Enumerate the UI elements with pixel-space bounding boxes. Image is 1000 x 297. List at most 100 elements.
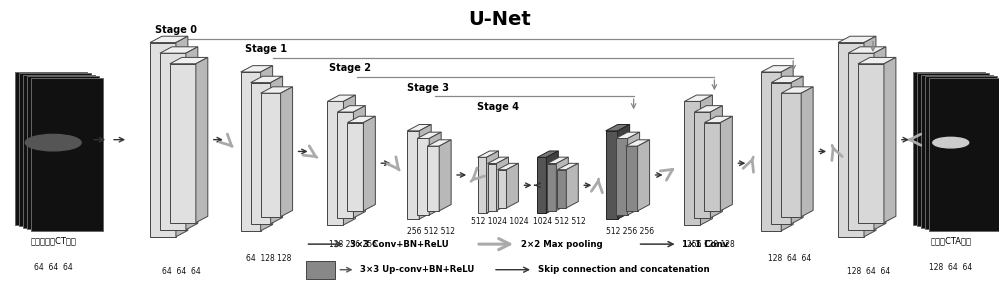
Bar [15, 72, 87, 225]
Polygon shape [781, 66, 793, 231]
Polygon shape [417, 132, 441, 138]
Polygon shape [170, 57, 208, 64]
Polygon shape [419, 124, 431, 219]
Bar [251, 83, 271, 224]
Text: Stage 2: Stage 2 [329, 64, 371, 73]
Polygon shape [848, 47, 886, 53]
Text: 1024 512 512: 1024 512 512 [533, 217, 586, 226]
Polygon shape [488, 157, 508, 164]
Bar [347, 123, 363, 211]
Polygon shape [196, 57, 208, 223]
Text: 64  64  64: 64 64 64 [162, 267, 200, 276]
Bar [838, 42, 864, 237]
Bar [27, 76, 99, 229]
Polygon shape [429, 132, 441, 215]
Polygon shape [710, 106, 722, 218]
Bar [781, 93, 801, 217]
Polygon shape [801, 87, 813, 217]
Polygon shape [281, 87, 293, 217]
Circle shape [933, 137, 969, 148]
Bar [626, 146, 638, 211]
Bar [241, 72, 261, 231]
Bar [170, 64, 196, 223]
Text: 64  128 128: 64 128 128 [246, 254, 291, 263]
Text: 64  64  64: 64 64 64 [34, 263, 73, 272]
Text: 256 128 128: 256 128 128 [687, 240, 734, 249]
Polygon shape [618, 124, 630, 219]
Text: 3×3 Up-conv+BN+ReLU: 3×3 Up-conv+BN+ReLU [360, 265, 475, 274]
Bar [407, 131, 419, 219]
Polygon shape [694, 106, 722, 112]
Bar [19, 73, 91, 227]
Polygon shape [261, 66, 273, 231]
Text: Stage 1: Stage 1 [245, 44, 287, 54]
Polygon shape [343, 95, 355, 225]
Bar [478, 157, 487, 213]
Polygon shape [616, 132, 640, 138]
Text: 2×2 Max pooling: 2×2 Max pooling [521, 240, 603, 249]
Polygon shape [566, 163, 578, 208]
Bar [427, 146, 439, 211]
Polygon shape [771, 76, 803, 83]
Polygon shape [781, 87, 813, 93]
Polygon shape [439, 140, 451, 211]
Bar [417, 138, 429, 215]
Polygon shape [720, 116, 732, 211]
Polygon shape [626, 140, 650, 146]
Polygon shape [858, 57, 896, 64]
Text: 输出：CTA图像: 输出：CTA图像 [930, 237, 971, 246]
Circle shape [25, 134, 81, 151]
Bar [150, 42, 176, 237]
Bar [694, 112, 710, 218]
Bar [917, 73, 989, 227]
Bar [848, 53, 874, 230]
Polygon shape [427, 140, 451, 146]
Text: 1×1 Conv: 1×1 Conv [682, 240, 729, 249]
Polygon shape [251, 76, 283, 83]
Bar [616, 138, 628, 215]
Polygon shape [791, 76, 803, 224]
Polygon shape [628, 132, 640, 215]
Polygon shape [606, 124, 630, 131]
Polygon shape [176, 36, 188, 237]
Bar [337, 112, 353, 218]
Text: 128 256 256: 128 256 256 [329, 240, 377, 249]
Polygon shape [353, 106, 365, 218]
Polygon shape [160, 47, 198, 53]
Polygon shape [761, 66, 793, 72]
Text: Stage 4: Stage 4 [477, 102, 519, 112]
Polygon shape [537, 151, 558, 157]
Polygon shape [546, 151, 558, 213]
Text: Skip connection and concatenation: Skip connection and concatenation [538, 265, 710, 274]
Polygon shape [497, 157, 508, 211]
Polygon shape [347, 116, 375, 123]
Bar [31, 78, 103, 231]
Bar [925, 76, 997, 229]
Bar [160, 53, 186, 230]
Text: 128  64  64: 128 64 64 [929, 263, 972, 272]
Polygon shape [557, 163, 578, 170]
Text: Stage 3: Stage 3 [407, 83, 449, 93]
Bar [771, 83, 791, 224]
Text: 128  64  64: 128 64 64 [768, 254, 811, 263]
Bar [498, 170, 506, 208]
Polygon shape [478, 151, 499, 157]
Text: 输入：平扫CT图像: 输入：平扫CT图像 [30, 237, 76, 246]
Bar [858, 64, 884, 223]
Polygon shape [506, 163, 518, 208]
Polygon shape [884, 57, 896, 223]
Polygon shape [874, 47, 886, 230]
Polygon shape [327, 95, 355, 101]
Text: 512 1024 1024: 512 1024 1024 [471, 217, 529, 226]
Polygon shape [407, 124, 431, 131]
Bar [23, 75, 95, 228]
Bar [306, 261, 335, 279]
Polygon shape [261, 87, 293, 93]
Polygon shape [150, 36, 188, 42]
Polygon shape [700, 95, 712, 225]
Text: 3×3 Conv+BN+ReLU: 3×3 Conv+BN+ReLU [350, 240, 449, 249]
Bar [704, 123, 720, 211]
Bar [547, 164, 556, 211]
Bar [557, 170, 566, 208]
Text: 128  64  64: 128 64 64 [847, 267, 891, 276]
